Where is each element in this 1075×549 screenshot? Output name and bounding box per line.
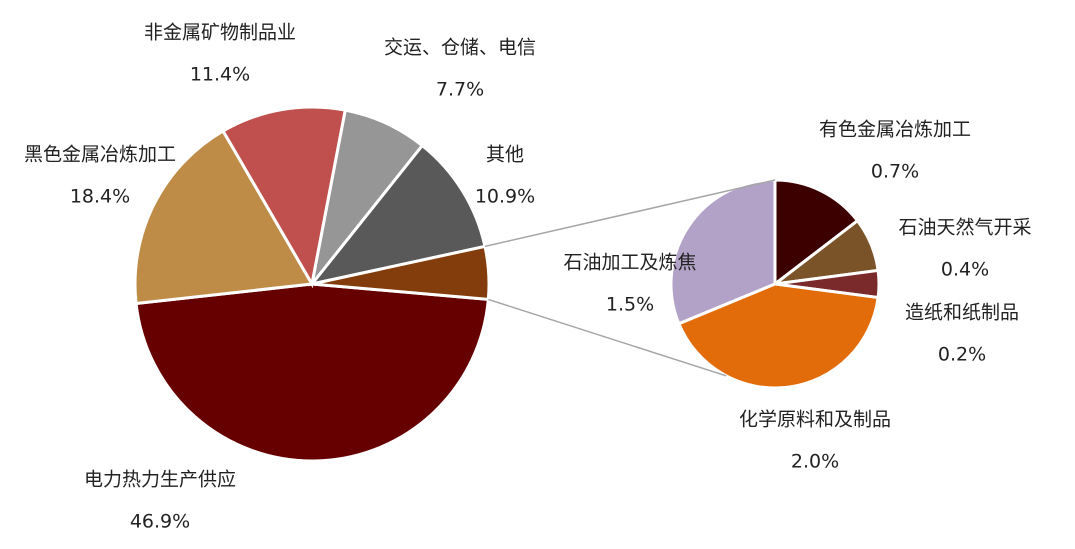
pie-slice (676, 282, 880, 390)
pie-slice (308, 143, 487, 287)
slice-value-label: 11.4% (190, 64, 250, 86)
slice-label: 石油天然气开采 (898, 217, 1031, 239)
slice-label: 有色金属冶炼加工 (819, 119, 971, 141)
pie-slice (669, 178, 777, 326)
slice-label: 交运、仓储、电信 (384, 37, 536, 59)
slice-label: 其他 (486, 144, 524, 166)
pie-slice (221, 105, 348, 289)
slice-value-label: 46.9% (130, 511, 190, 533)
slice-value-label: 1.5% (606, 294, 654, 316)
connector-line (484, 179, 776, 248)
slice-label: 化学原料和及制品 (739, 409, 891, 431)
slice-value-label: 2.0% (791, 451, 839, 473)
slice-value-label: 0.7% (871, 161, 919, 183)
connector-line (488, 298, 727, 377)
slice-value-label: 18.4% (70, 186, 130, 208)
slice-label: 石油加工及炼焦 (563, 252, 696, 274)
slice-value-label: 0.2% (938, 344, 986, 366)
slice-label: 造纸和纸制品 (905, 302, 1019, 324)
slice-value-label: 7.7% (436, 79, 484, 101)
slice-value-label: 10.9% (475, 186, 535, 208)
pie-slice (134, 282, 490, 463)
slice-label: 非金属矿物制品业 (144, 22, 296, 44)
slice-label: 电力热力生产供应 (84, 469, 236, 491)
slice-value-label: 0.4% (941, 259, 989, 281)
slice-label: 黑色金属冶炼加工 (24, 144, 176, 166)
pie-slice (133, 128, 315, 306)
pie-slice (773, 178, 860, 288)
